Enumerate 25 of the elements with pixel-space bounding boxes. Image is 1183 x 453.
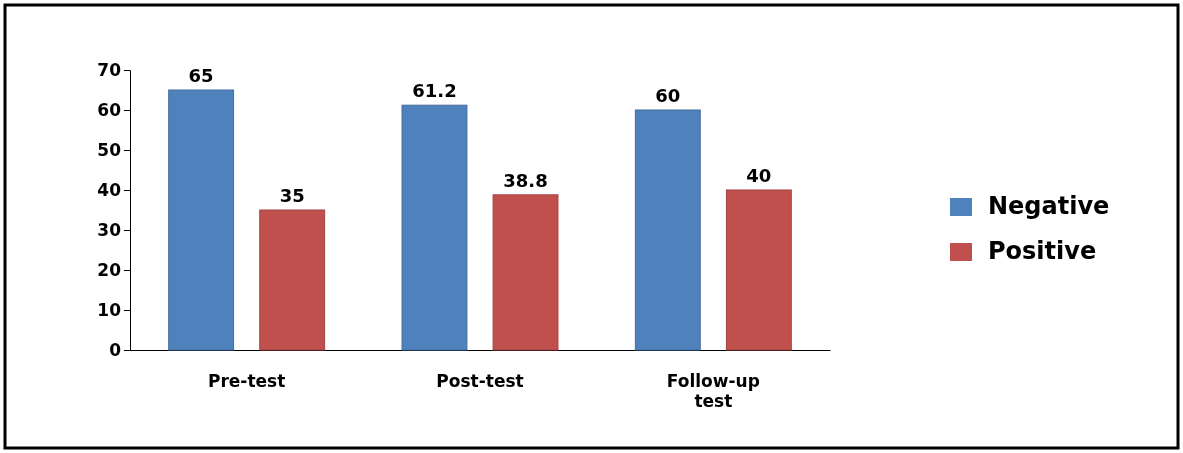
y-tick-label: 50 — [97, 139, 122, 160]
data-label: 35 — [279, 185, 305, 206]
bar — [401, 104, 468, 351]
y-tick-label: 70 — [97, 59, 122, 80]
y-tick-label: 40 — [97, 179, 122, 200]
y-tick-label: 30 — [97, 219, 122, 240]
data-label: 38.8 — [503, 169, 548, 191]
y-tick-label: 10 — [97, 299, 122, 320]
data-label: 65 — [188, 65, 214, 86]
y-tick-label: 0 — [109, 339, 122, 360]
bar — [725, 189, 792, 351]
bar — [634, 109, 701, 351]
bar — [259, 209, 326, 351]
y-tick-label: 60 — [97, 99, 122, 120]
data-label: 61.2 — [412, 80, 457, 102]
x-tick-label: Post-test — [436, 371, 524, 391]
x-tick-label: Follow-up test — [666, 371, 760, 412]
x-tick-label: Pre-test — [207, 371, 286, 391]
legend-label: Positive — [988, 237, 1097, 265]
y-tick-label: 20 — [97, 259, 122, 280]
data-label: 40 — [746, 165, 772, 186]
legend-label: Negative — [988, 192, 1110, 220]
data-label: 60 — [655, 85, 681, 106]
bar — [492, 194, 559, 351]
bar — [168, 89, 235, 351]
